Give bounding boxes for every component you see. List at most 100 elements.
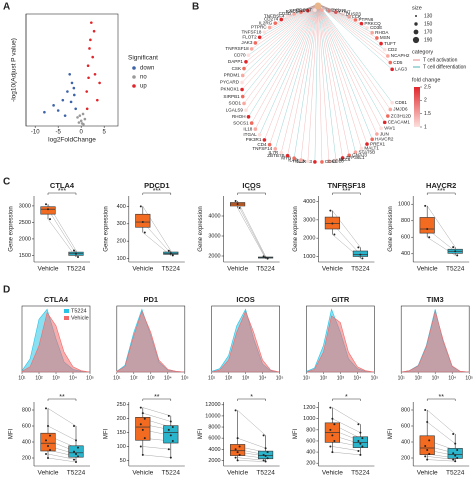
colorbar xyxy=(414,87,420,127)
x-tick-label: T5224 xyxy=(162,266,181,273)
point xyxy=(47,425,49,427)
pair-line xyxy=(237,437,266,449)
point xyxy=(428,236,431,239)
point xyxy=(424,445,427,447)
density-area xyxy=(401,310,470,373)
y-tick-label: 1000 xyxy=(303,254,315,260)
point xyxy=(361,445,364,448)
hub-node xyxy=(314,2,322,10)
x-tick-label: Vehicle xyxy=(132,470,153,477)
gene-node xyxy=(240,94,245,99)
gene-label: CD47 xyxy=(339,9,351,14)
point xyxy=(262,459,265,462)
x-tick-label: T5224 xyxy=(162,470,181,477)
legend-size xyxy=(413,29,419,35)
y-tick-label: 1500 xyxy=(19,253,31,259)
y-tick-label: 2000 xyxy=(208,458,220,464)
gene-label: JMJD6 xyxy=(393,107,408,112)
point xyxy=(167,414,170,417)
point xyxy=(88,47,91,50)
gene-node xyxy=(382,47,387,52)
point xyxy=(262,255,265,258)
chart-title: CTLA4 xyxy=(44,295,69,304)
gene-node xyxy=(240,87,244,92)
legend-title: category xyxy=(412,49,433,55)
point xyxy=(81,112,85,116)
x-tick-label: 10¹ xyxy=(18,375,26,381)
y-tick-label: 2000 xyxy=(19,236,31,242)
y-axis-label: Gene expression xyxy=(388,206,394,251)
gene-node xyxy=(390,67,394,72)
edge xyxy=(317,3,391,63)
gene-node xyxy=(365,26,369,30)
x-tick-label: 10⁵ xyxy=(276,375,284,381)
edge xyxy=(245,3,319,111)
x-tick-label: 10⁴ xyxy=(259,375,267,381)
x-tick-label: 10⁴ xyxy=(69,375,77,381)
gene-label: LAG3 xyxy=(395,67,407,72)
y-tick-label: 250 xyxy=(117,402,126,408)
box xyxy=(40,432,56,452)
pair-line xyxy=(237,203,266,258)
gene-label: PYCARD xyxy=(220,80,240,85)
point xyxy=(234,200,237,202)
point xyxy=(68,73,71,76)
pair-line xyxy=(142,446,171,450)
point xyxy=(85,107,89,111)
legend-size xyxy=(412,36,420,44)
significance: *** xyxy=(248,188,256,195)
gene-node xyxy=(359,21,364,26)
point xyxy=(43,110,46,114)
point xyxy=(72,86,76,90)
legend-size xyxy=(414,22,418,26)
y-tick-label: 8000 xyxy=(208,424,220,430)
x-axis-label: log2FoldChange xyxy=(48,137,96,144)
point xyxy=(329,428,332,431)
x-tick-label: 10⁵ xyxy=(465,375,473,381)
edge xyxy=(245,3,319,62)
edge xyxy=(251,3,319,124)
chart-title: TNFRSF18 xyxy=(327,181,365,190)
point xyxy=(329,406,332,409)
pair-line xyxy=(142,206,172,251)
edge xyxy=(307,3,319,162)
gene-node xyxy=(388,60,393,65)
gene-label: LCK xyxy=(352,14,362,19)
point xyxy=(143,417,146,420)
gene-node xyxy=(262,30,267,34)
point xyxy=(77,121,81,124)
point xyxy=(426,421,429,423)
panel-letter: B xyxy=(192,2,199,13)
point xyxy=(238,445,241,448)
gene-node xyxy=(240,80,244,85)
gene-node xyxy=(327,159,331,164)
x-tick-label: T5224 xyxy=(67,470,86,477)
point xyxy=(238,207,241,209)
y-axis-label: Gene expression xyxy=(103,206,109,251)
y-tick-label: 300 xyxy=(117,221,126,227)
chart-title: TIM3 xyxy=(427,295,444,304)
y-tick-label: 600 xyxy=(401,423,410,429)
gene-label: BCL6 xyxy=(339,157,351,162)
sig-bracket xyxy=(426,398,456,401)
y-axis-label: MFI xyxy=(198,429,204,440)
y-tick-label: 400 xyxy=(306,450,315,456)
gene-label: CD276 xyxy=(332,8,347,13)
gene-node xyxy=(253,41,258,45)
point xyxy=(167,428,170,431)
gene-label: VAV1 xyxy=(384,126,396,131)
density-area xyxy=(116,310,185,373)
gene-label: NLRC3 xyxy=(297,159,313,164)
point xyxy=(85,90,89,93)
gene-label: ZFP36L1 xyxy=(346,155,365,160)
y-tick-label: 4000 xyxy=(208,213,220,219)
point xyxy=(45,203,47,206)
pair-line xyxy=(142,407,171,417)
legend-label: 170 xyxy=(424,29,433,35)
edge xyxy=(242,3,319,97)
point xyxy=(45,407,47,410)
edge xyxy=(241,3,319,83)
gene-label: PREX1 xyxy=(370,141,386,146)
point xyxy=(264,447,267,450)
point xyxy=(169,420,172,423)
